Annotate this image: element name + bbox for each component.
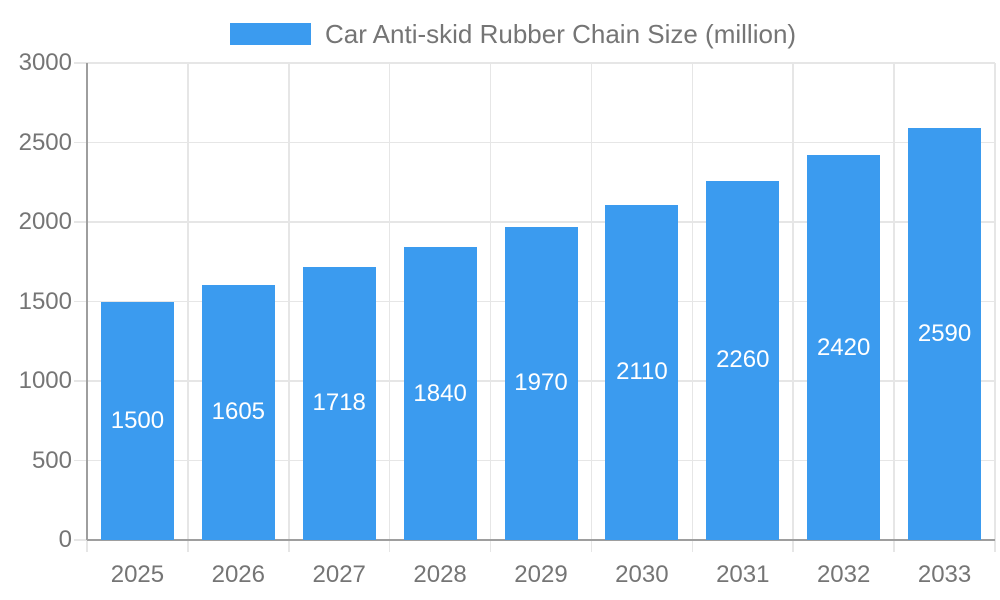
v-gridline bbox=[792, 63, 794, 540]
legend-label: Car Anti-skid Rubber Chain Size (million… bbox=[325, 19, 797, 49]
bar-value-label: 2590 bbox=[917, 320, 972, 348]
x-axis-label: 2025 bbox=[110, 561, 165, 588]
bar-value-label: 1605 bbox=[211, 398, 266, 426]
bar-2033[interactable]: 2590 bbox=[908, 128, 982, 540]
y-axis-tick bbox=[74, 459, 87, 462]
v-gridline bbox=[691, 63, 694, 540]
y-axis-tick bbox=[74, 300, 87, 303]
v-gridline bbox=[187, 63, 189, 540]
bar-value-label: 2110 bbox=[616, 358, 668, 386]
y-axis-tick bbox=[74, 141, 87, 144]
y-axis-tick bbox=[74, 380, 87, 382]
h-gridline bbox=[87, 62, 995, 64]
y-axis-label: 1000 bbox=[18, 367, 72, 394]
h-gridline bbox=[87, 141, 995, 144]
x-axis-tick bbox=[590, 540, 593, 552]
x-axis-label: 2031 bbox=[716, 561, 770, 588]
x-axis-label: 2029 bbox=[514, 561, 568, 588]
x-axis-label: 2028 bbox=[413, 561, 467, 588]
x-axis-label: 2026 bbox=[211, 561, 265, 588]
v-gridline bbox=[994, 63, 996, 540]
bar-2032[interactable]: 2420 bbox=[807, 155, 881, 540]
y-axis-tick bbox=[74, 62, 87, 64]
bar-2031[interactable]: 2260 bbox=[706, 180, 780, 540]
bar-value-label: 2260 bbox=[716, 346, 770, 374]
x-axis-label: 2027 bbox=[312, 561, 366, 588]
v-gridline bbox=[388, 63, 391, 540]
bar-value-label: 1500 bbox=[110, 406, 165, 434]
bar-value-label: 1718 bbox=[312, 389, 366, 417]
bar-2029[interactable]: 1970 bbox=[504, 226, 578, 540]
bar-2028[interactable]: 1840 bbox=[403, 247, 477, 540]
x-axis-tick bbox=[691, 540, 694, 552]
y-axis-tick bbox=[74, 539, 87, 541]
bar-value-label: 1840 bbox=[413, 379, 467, 407]
x-axis-line bbox=[87, 539, 995, 541]
bar-value-label: 1970 bbox=[514, 369, 568, 397]
bar-2025[interactable]: 1500 bbox=[100, 301, 174, 540]
bar-2027[interactable]: 1718 bbox=[302, 266, 376, 540]
x-axis-tick bbox=[288, 540, 290, 552]
x-axis-tick bbox=[187, 540, 189, 552]
y-axis-label: 3000 bbox=[18, 49, 72, 76]
v-gridline bbox=[489, 63, 492, 540]
x-axis-label: 2033 bbox=[917, 561, 972, 588]
bar-2026[interactable]: 1605 bbox=[201, 284, 275, 540]
legend-swatch bbox=[230, 23, 311, 45]
y-axis-label: 500 bbox=[31, 446, 72, 474]
x-axis-tick bbox=[86, 540, 88, 552]
x-axis-tick bbox=[893, 540, 895, 552]
v-gridline bbox=[288, 63, 290, 540]
y-axis-label: 2500 bbox=[18, 128, 72, 156]
x-axis-label: 2030 bbox=[615, 561, 669, 588]
x-axis-tick bbox=[489, 540, 492, 552]
y-axis-line bbox=[86, 63, 88, 540]
y-axis-label: 2000 bbox=[18, 208, 72, 235]
h-gridline bbox=[87, 221, 995, 223]
bar-2030[interactable]: 2110 bbox=[605, 204, 679, 540]
y-axis-label: 1500 bbox=[18, 287, 72, 315]
bar-value-label: 2420 bbox=[816, 333, 871, 361]
x-axis-tick bbox=[388, 540, 391, 552]
v-gridline bbox=[590, 63, 593, 540]
x-axis-tick bbox=[792, 540, 794, 552]
y-axis-label: 0 bbox=[58, 526, 72, 553]
x-axis-label: 2032 bbox=[816, 561, 871, 588]
x-axis-tick bbox=[994, 540, 996, 552]
legend-item[interactable]: Car Anti-skid Rubber Chain Size (million… bbox=[230, 21, 796, 47]
v-gridline bbox=[893, 63, 895, 540]
y-axis-tick bbox=[74, 221, 87, 223]
